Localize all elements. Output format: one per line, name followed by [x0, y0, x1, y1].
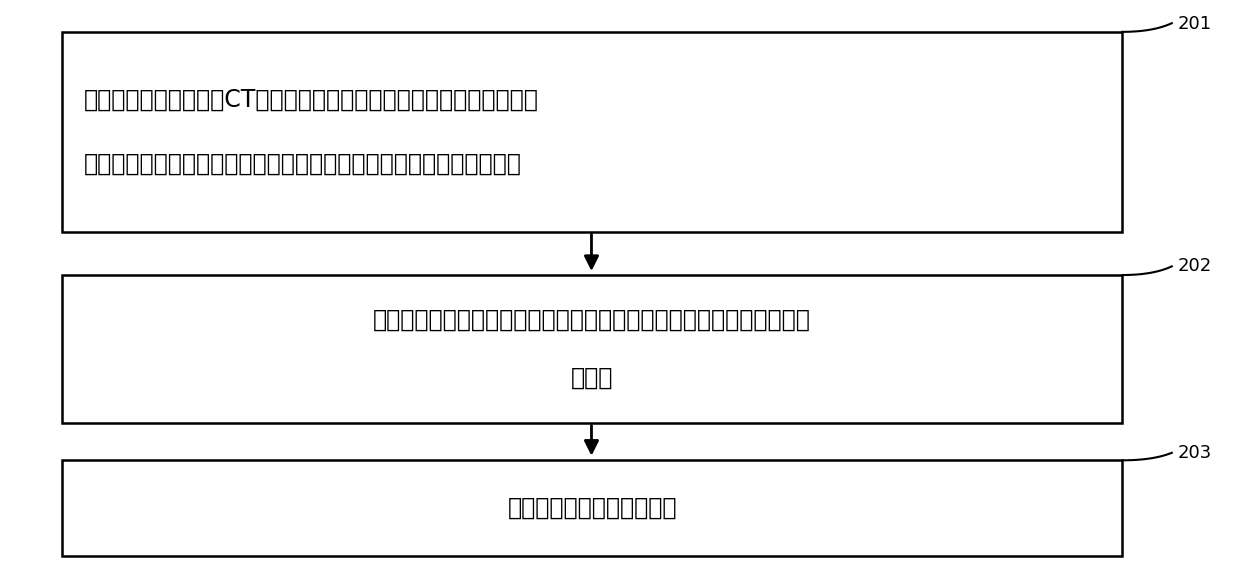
Text: 成像序列中，每一切面的切面成像包括切面的高能量图像和低能量图像: 成像序列中，每一切面的切面成像包括切面的高能量图像和低能量图像	[84, 152, 522, 175]
Text: 针对切面成像序列中，每一切面的切面成像进行处理，生成切面的可视: 针对切面成像序列中，每一切面的切面成像进行处理，生成切面的可视	[373, 308, 811, 332]
FancyBboxPatch shape	[62, 275, 1122, 423]
Text: 201: 201	[1178, 15, 1213, 34]
Text: 输出处理得到的可视化图像: 输出处理得到的可视化图像	[507, 496, 677, 520]
Text: 203: 203	[1178, 444, 1213, 462]
FancyBboxPatch shape	[62, 460, 1122, 556]
FancyBboxPatch shape	[62, 32, 1122, 232]
Text: 化图像: 化图像	[570, 366, 614, 390]
Text: 对被检组织进行双能量CT扫描，得到被检组织的切面成像序列，该切面: 对被检组织进行双能量CT扫描，得到被检组织的切面成像序列，该切面	[84, 88, 539, 112]
Text: 202: 202	[1178, 257, 1213, 276]
